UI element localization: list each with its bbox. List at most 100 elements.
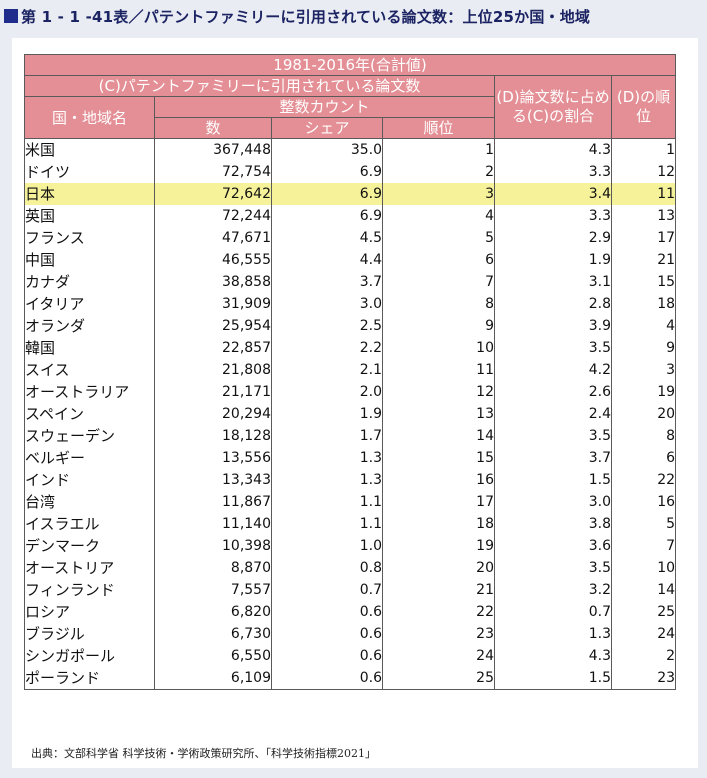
cell-rank-d: 16: [610, 491, 677, 513]
cell-rank: 19: [382, 535, 495, 557]
table-row: インド 13,343 1.3 16 1.5 22: [24, 469, 677, 491]
cell-ratio: 3.9: [494, 315, 612, 337]
cell-count: 18,128: [154, 425, 272, 447]
cell-rank: 11: [382, 359, 495, 381]
cell-share: 6.9: [271, 183, 383, 205]
cell-ratio: 3.7: [494, 447, 612, 469]
cell-ratio: 3.3: [494, 161, 612, 183]
cell-rank-d: 8: [610, 425, 677, 447]
cell-share: 3.0: [271, 293, 383, 315]
cell-country: ポーランド: [24, 667, 155, 690]
cell-country: ベルギー: [24, 447, 155, 469]
cell-country: スペイン: [24, 403, 155, 425]
cell-share: 1.7: [271, 425, 383, 447]
cell-rank: 20: [382, 557, 495, 579]
cell-rank: 17: [382, 491, 495, 513]
cell-rank: 23: [382, 623, 495, 645]
cell-rank: 24: [382, 645, 495, 667]
cell-count: 72,642: [154, 183, 272, 205]
header-period: 1981-2016年(合計値): [23, 54, 677, 76]
cell-rank-d: 10: [610, 557, 677, 579]
cell-rank-d: 3: [610, 359, 677, 381]
cell-count: 367,448: [154, 138, 272, 161]
cell-country: ロシア: [24, 601, 155, 623]
cell-ratio: 3.2: [494, 579, 612, 601]
table-row: 台湾 11,867 1.1 17 3.0 16: [24, 491, 677, 513]
cell-ratio: 3.0: [494, 491, 612, 513]
cell-count: 6,109: [154, 667, 272, 690]
cell-ratio: 3.6: [494, 535, 612, 557]
cell-country: 中国: [24, 249, 155, 271]
cell-country: 韓国: [24, 337, 155, 359]
cell-ratio: 3.5: [494, 337, 612, 359]
cell-rank: 18: [382, 513, 495, 535]
cell-country: 日本: [24, 183, 155, 205]
cell-rank-d: 14: [610, 579, 677, 601]
cell-country: イタリア: [24, 293, 155, 315]
cell-count: 11,140: [154, 513, 272, 535]
cell-country: スイス: [24, 359, 155, 381]
cell-country: 米国: [24, 138, 155, 161]
table-row: 中国 46,555 4.4 6 1.9 21: [24, 249, 677, 271]
table-row: カナダ 38,858 3.7 7 3.1 15: [24, 271, 677, 293]
table-row: スペイン 20,294 1.9 13 2.4 20: [24, 403, 677, 425]
header-integer-count: 整数カウント: [154, 96, 495, 118]
cell-rank: 14: [382, 425, 495, 447]
cell-rank-d: 11: [610, 183, 677, 205]
cell-count: 38,858: [154, 271, 272, 293]
cell-count: 21,808: [154, 359, 272, 381]
cell-rank: 1: [382, 138, 495, 161]
header-country: 国・地域名: [24, 96, 155, 139]
table-row: オーストラリア 21,171 2.0 12 2.6 19: [24, 381, 677, 403]
cell-ratio: 3.5: [494, 425, 612, 447]
cell-share: 1.0: [271, 535, 383, 557]
cell-share: 0.6: [271, 667, 383, 690]
cell-count: 13,556: [154, 447, 272, 469]
table-row: シンガポール 6,550 0.6 24 4.3 2: [24, 645, 677, 667]
table-row: 英国 72,244 6.9 4 3.3 13: [24, 205, 677, 227]
table-row: オランダ 25,954 2.5 9 3.9 4: [24, 315, 677, 337]
cell-ratio: 2.9: [494, 227, 612, 249]
cell-share: 4.5: [271, 227, 383, 249]
cell-rank: 10: [382, 337, 495, 359]
cell-count: 46,555: [154, 249, 272, 271]
cell-count: 8,870: [154, 557, 272, 579]
cell-ratio: 3.4: [494, 183, 612, 205]
cell-ratio: 2.4: [494, 403, 612, 425]
cell-rank-d: 9: [610, 337, 677, 359]
cell-ratio: 4.2: [494, 359, 612, 381]
cell-ratio: 1.5: [494, 667, 612, 690]
cell-share: 0.6: [271, 645, 383, 667]
cell-rank-d: 22: [610, 469, 677, 491]
cell-ratio: 4.3: [494, 645, 612, 667]
cell-ratio: 1.3: [494, 623, 612, 645]
cell-rank: 21: [382, 579, 495, 601]
cell-rank: 6: [382, 249, 495, 271]
cell-count: 6,820: [154, 601, 272, 623]
cell-count: 22,857: [154, 337, 272, 359]
cell-count: 13,343: [154, 469, 272, 491]
cell-rank-d: 17: [610, 227, 677, 249]
cell-rank-d: 20: [610, 403, 677, 425]
cell-country: オーストラリア: [24, 381, 155, 403]
cell-count: 21,171: [154, 381, 272, 403]
cell-share: 35.0: [271, 138, 383, 161]
cell-country: カナダ: [24, 271, 155, 293]
cell-rank: 15: [382, 447, 495, 469]
cell-country: ブラジル: [24, 623, 155, 645]
cell-count: 31,909: [154, 293, 272, 315]
cell-share: 2.0: [271, 381, 383, 403]
cell-rank: 25: [382, 667, 495, 690]
cell-count: 6,730: [154, 623, 272, 645]
cell-rank: 22: [382, 601, 495, 623]
cell-country: フランス: [24, 227, 155, 249]
citation-table: 1981-2016年(合計値) (C)パテントファミリーに引用されている論文数 …: [23, 54, 677, 690]
cell-rank-d: 15: [610, 271, 677, 293]
cell-ratio: 1.5: [494, 469, 612, 491]
cell-count: 72,244: [154, 205, 272, 227]
cell-rank-d: 12: [610, 161, 677, 183]
cell-country: シンガポール: [24, 645, 155, 667]
title-square-icon: [4, 9, 18, 23]
cell-rank: 16: [382, 469, 495, 491]
cell-rank-d: 13: [610, 205, 677, 227]
